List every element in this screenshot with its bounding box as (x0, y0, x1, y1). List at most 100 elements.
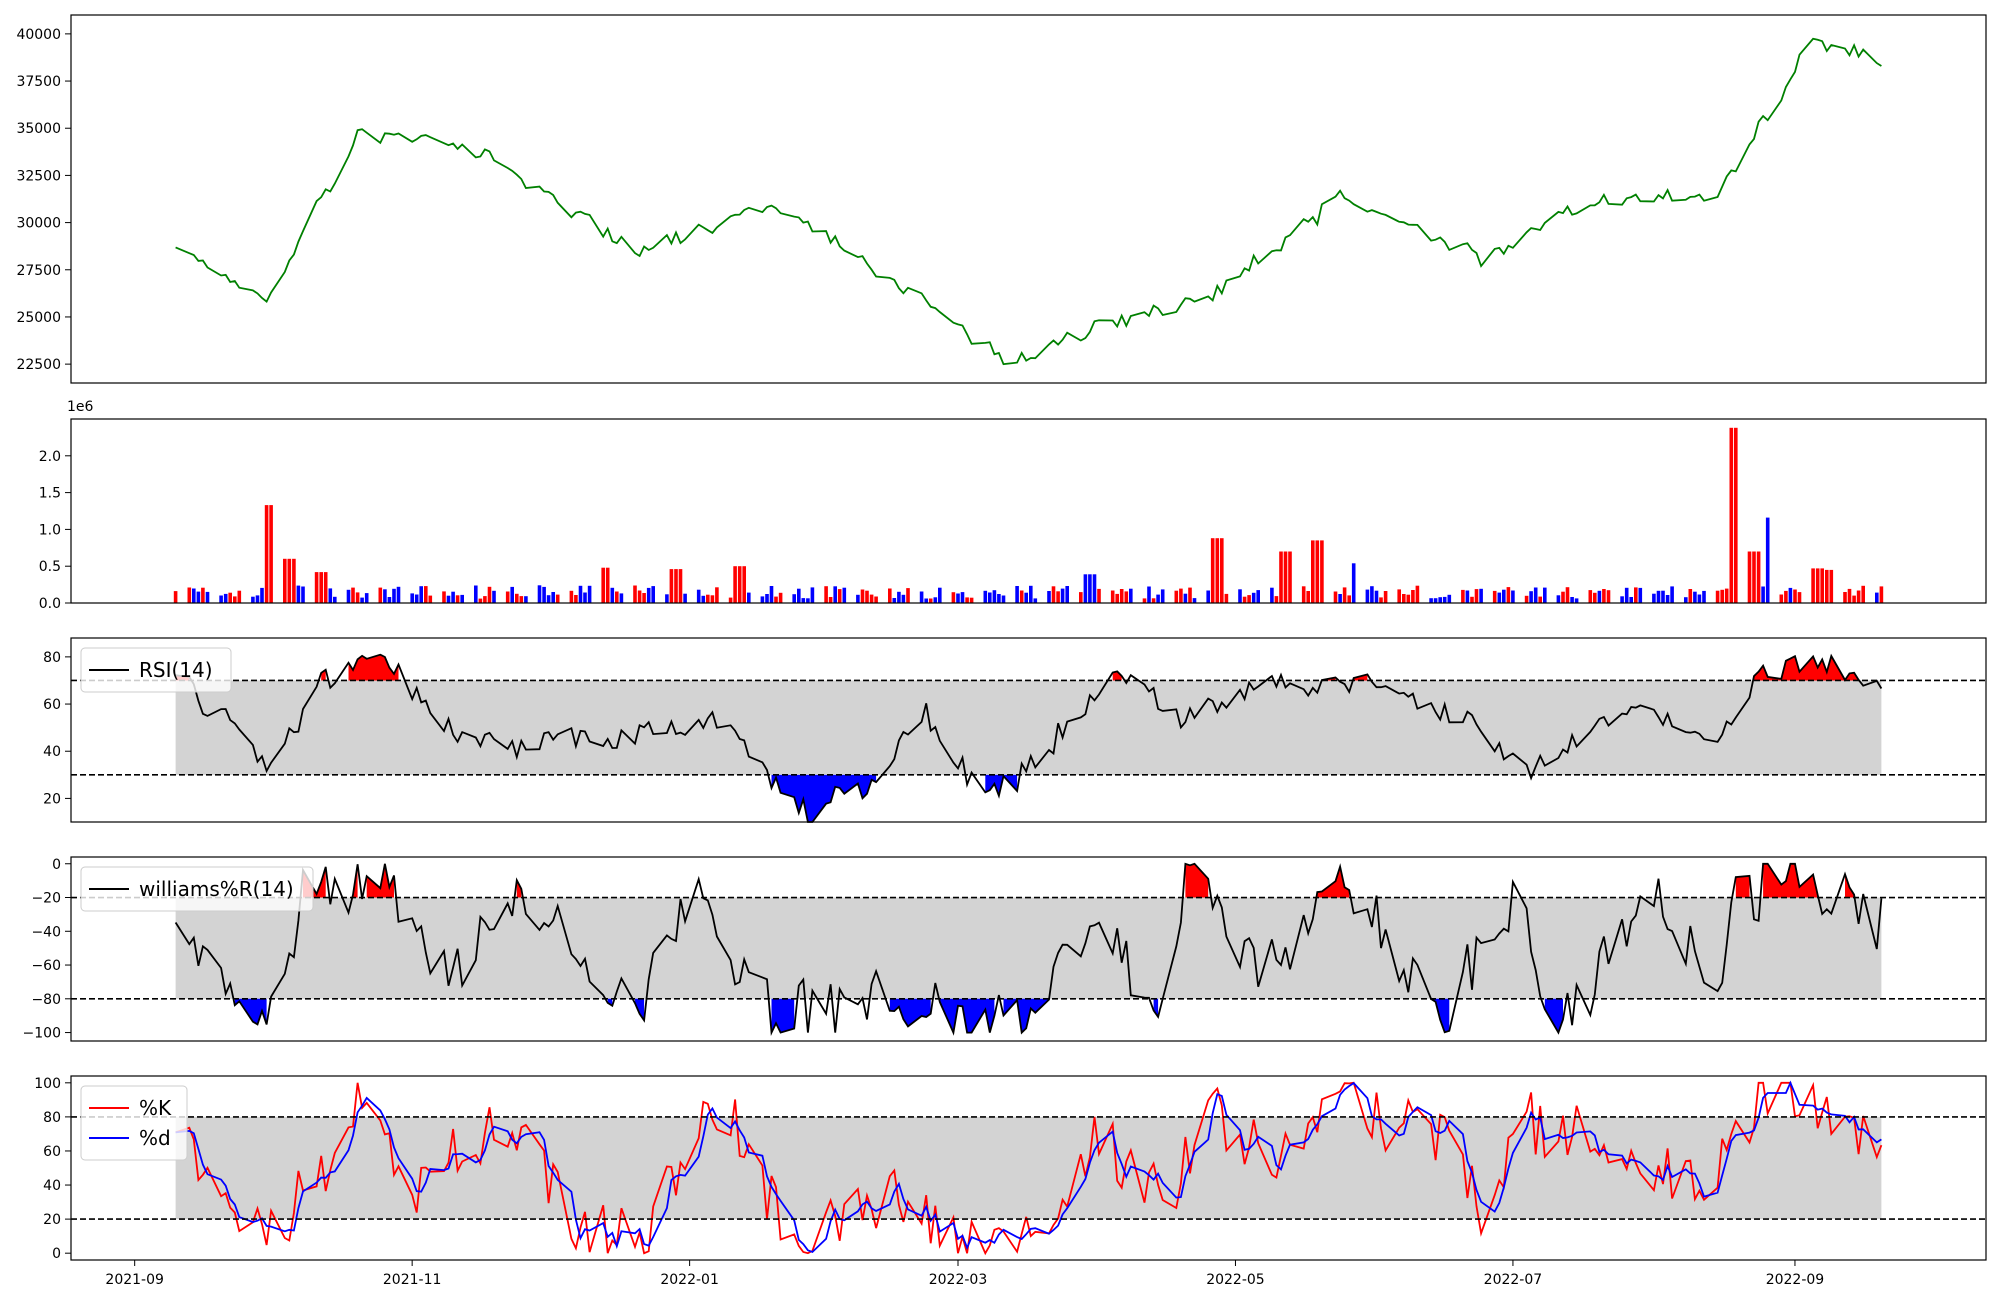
volume-bar (728, 597, 733, 603)
volume-bar (460, 594, 464, 603)
volume-bar (1220, 538, 1224, 603)
overbought-fill (516, 880, 522, 898)
y-tick-label: 30000 (16, 216, 61, 232)
volume-bar (1374, 590, 1379, 603)
volume-bar (1524, 595, 1529, 603)
volume-bar (1624, 587, 1629, 603)
volume-bar (1179, 588, 1183, 603)
volume-bar (651, 586, 655, 603)
volume-bar (888, 588, 892, 603)
volume-bar (837, 589, 842, 603)
volume-bar (992, 590, 997, 603)
volume-bar (1097, 588, 1101, 603)
volume-bar (187, 587, 192, 603)
volume-bar (1788, 587, 1793, 603)
volume-bar (1056, 591, 1060, 603)
volume-bar (1779, 594, 1784, 603)
volume-bar (924, 598, 928, 603)
plot-frame (70, 418, 1987, 604)
volume-bar (515, 593, 519, 603)
volume-bar (1715, 590, 1720, 603)
volume-bar (1693, 591, 1697, 603)
volume-bar (1538, 596, 1542, 603)
volume-bar (1160, 589, 1165, 603)
volume-bar (487, 586, 492, 603)
volume-bar (1406, 594, 1411, 603)
rsi-line (175, 653, 1883, 823)
plot-frame (70, 14, 1987, 384)
volume-bar (1024, 592, 1028, 603)
volume-bar (1756, 551, 1761, 603)
volume-bar (1729, 427, 1734, 603)
volume-bar (1270, 587, 1274, 603)
volume-bar (1029, 585, 1033, 603)
volume-bar (569, 590, 574, 603)
volume-bar (1811, 568, 1815, 603)
volume-bar (1119, 589, 1124, 603)
volume-bar (615, 591, 619, 603)
volume-bar (233, 596, 237, 603)
volume-bar (919, 591, 924, 603)
volume-bar (1365, 589, 1370, 603)
x-tick-label: 2021-09 (105, 1272, 164, 1288)
volume-bar (1415, 585, 1420, 603)
volume-bar (737, 566, 742, 603)
oversold-fill (1003, 998, 1049, 1033)
volume-bar (1879, 586, 1884, 603)
volume-bar (1465, 590, 1470, 603)
volume-bar (428, 595, 433, 603)
volume-bar (219, 595, 223, 603)
volume-bar (1383, 591, 1388, 603)
volume-bar (1370, 586, 1374, 603)
volume-bar (196, 591, 201, 603)
volume-bar (551, 592, 555, 603)
x-tick-label: 2022-05 (1206, 1272, 1265, 1288)
volume-bar (1147, 586, 1151, 603)
price-line (175, 37, 1882, 366)
overbought-fill (366, 863, 394, 898)
volume-bar (346, 589, 351, 603)
volume-bar (1661, 590, 1665, 603)
y-tick-label: −20 (31, 891, 61, 907)
x-tick-label: 2022-03 (929, 1272, 988, 1288)
volume-bar (605, 567, 610, 603)
volume-bar (1060, 588, 1065, 603)
volume-bar (587, 585, 592, 603)
volume-bar (797, 588, 801, 603)
volume-bar (760, 596, 765, 603)
volume-scale-label: 1e6 (67, 399, 94, 415)
volume-bar (1124, 591, 1129, 603)
volume-bar (951, 592, 956, 603)
volume-bar (619, 593, 624, 603)
volume-bar (901, 594, 906, 603)
volume-bar (778, 592, 783, 603)
volume-bar (1461, 589, 1465, 603)
volume-bar (1288, 551, 1292, 603)
volume-bar (1224, 593, 1229, 603)
legend-box (80, 647, 232, 693)
volume-bar (642, 593, 646, 603)
volume-bar (296, 585, 301, 603)
volume-bar (701, 595, 706, 603)
legend-box (80, 1085, 188, 1161)
y-tick-label: 0.5 (39, 559, 61, 575)
y-tick-label: 80 (43, 650, 61, 666)
volume-bar (1497, 592, 1502, 603)
volume-bar (696, 589, 701, 603)
volume-bar (1447, 594, 1452, 603)
volume-bar (319, 572, 323, 603)
volume-bar (287, 558, 292, 603)
volume-bar (869, 594, 874, 603)
volume-bar (1734, 427, 1738, 603)
volume-bar (1251, 592, 1256, 603)
volume-bar (742, 566, 746, 603)
oversold-fill (635, 998, 645, 1021)
y-tick-label: 60 (43, 697, 61, 713)
volume-bar (1019, 590, 1024, 603)
volume-bar (1342, 587, 1347, 603)
volume-bar (988, 592, 992, 603)
volume-bar (1174, 590, 1179, 603)
volume-bar (1051, 586, 1056, 603)
volume-bar (323, 572, 328, 603)
volume-bar (1311, 540, 1315, 603)
